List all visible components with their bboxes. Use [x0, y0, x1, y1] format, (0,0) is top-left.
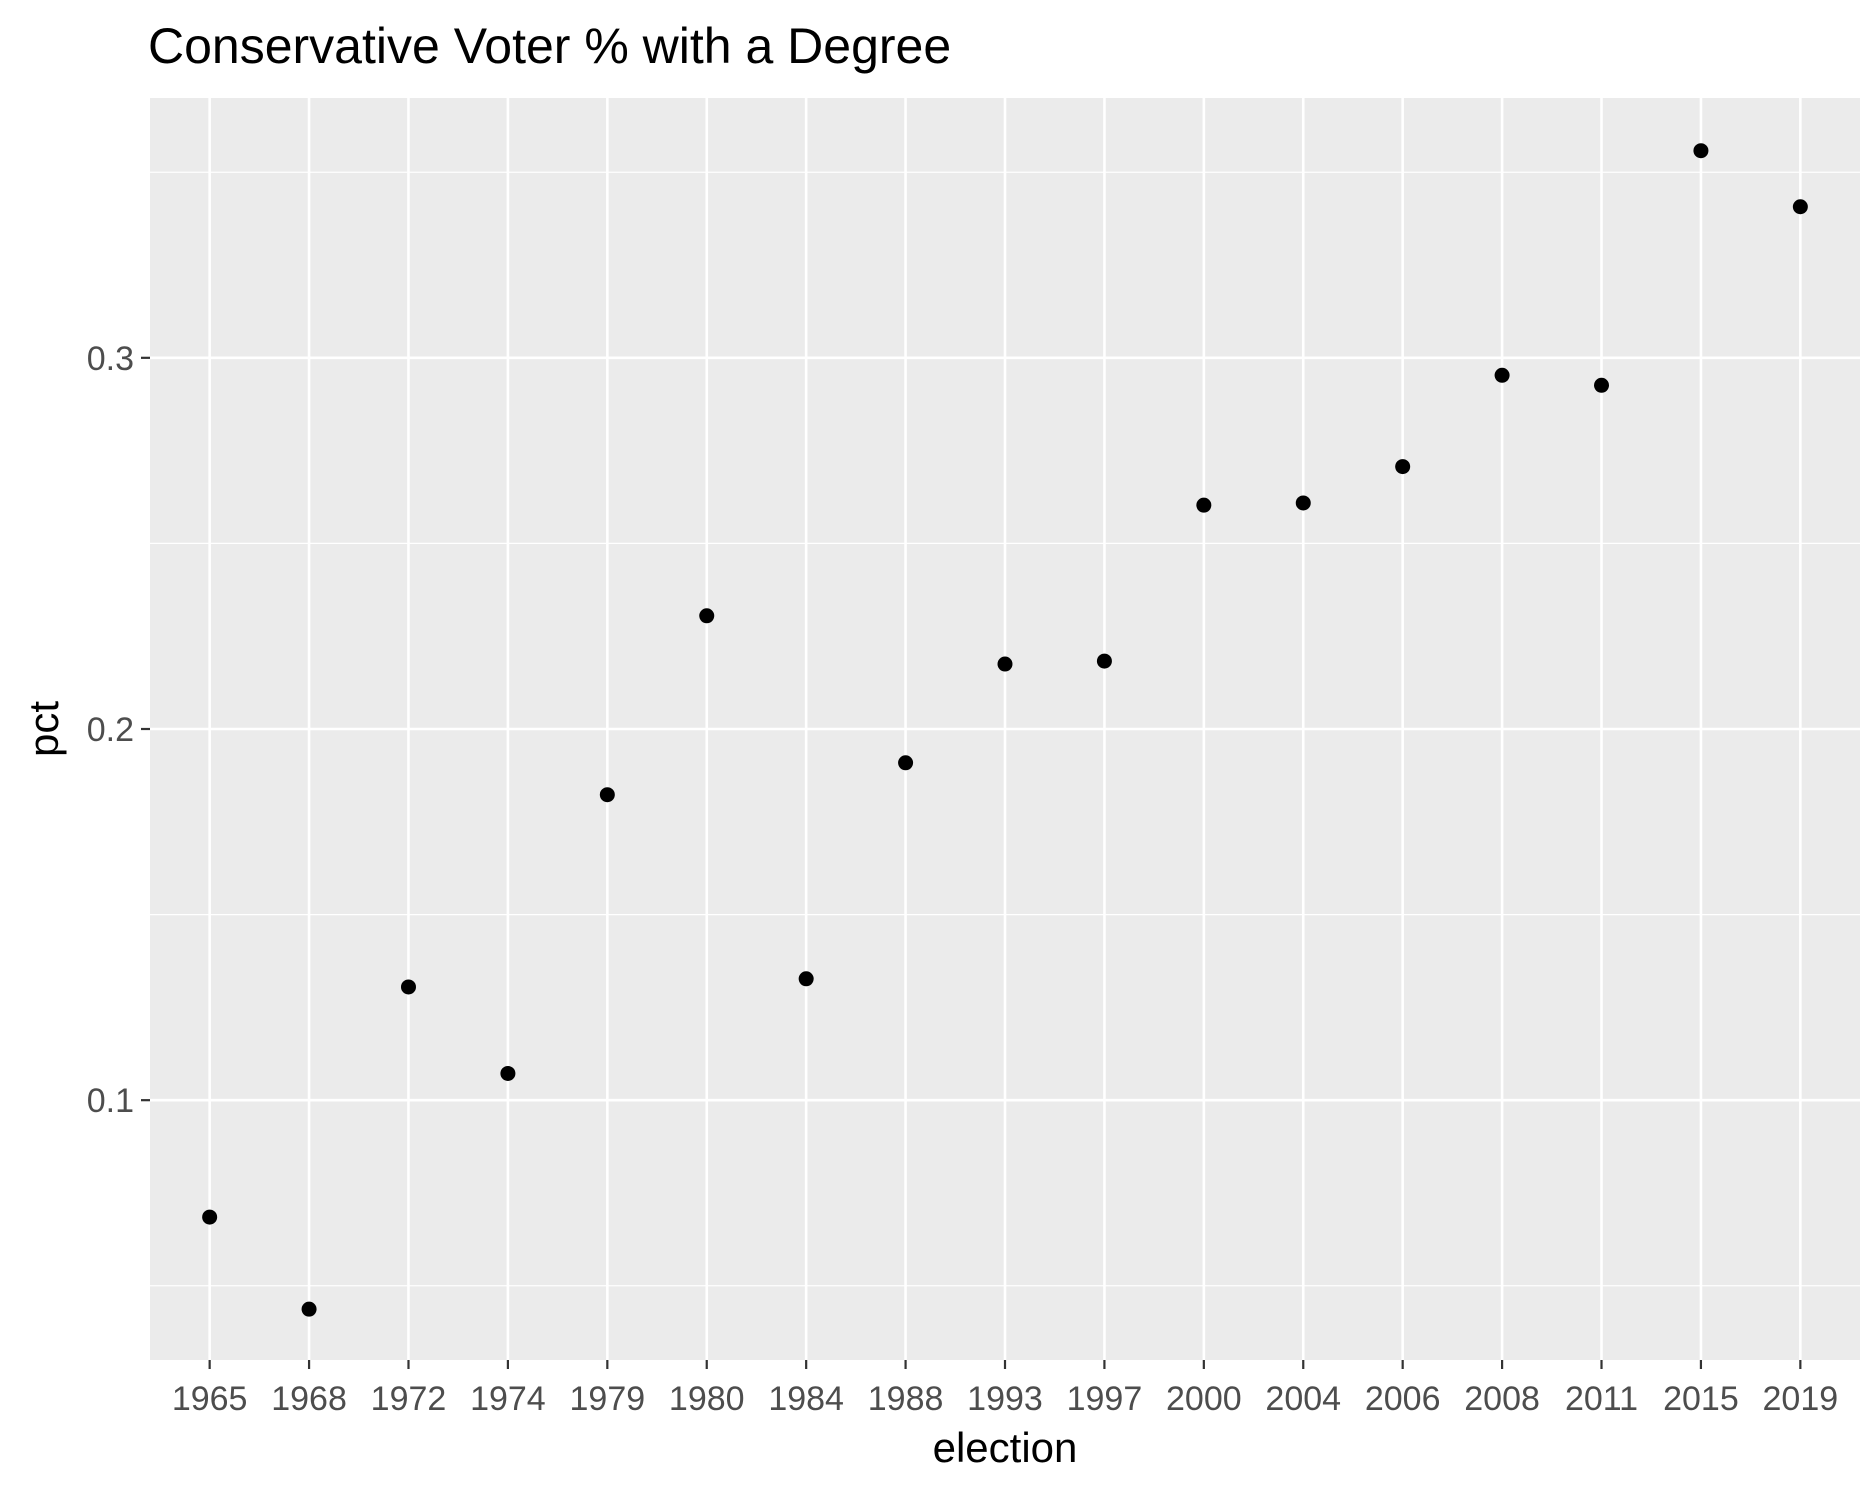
- x-tick-label: 1997: [1067, 1380, 1143, 1418]
- chart-title: Conservative Voter % with a Degree: [148, 18, 951, 74]
- x-axis: 1965 1968 1972 1974 1979 1980 1984 1988 1993 1997…: [172, 1360, 1838, 1418]
- data-point: [202, 1209, 218, 1225]
- x-tick-label: 2004: [1265, 1380, 1341, 1418]
- x-tick-label: 2006: [1365, 1380, 1441, 1418]
- data-point: [1096, 653, 1112, 669]
- x-tick-label: 1968: [271, 1380, 347, 1418]
- data-point: [400, 979, 416, 995]
- y-tick-label: 0.3: [87, 340, 134, 378]
- x-tick-label: 2015: [1663, 1380, 1739, 1418]
- x-tick-label: 2019: [1763, 1380, 1839, 1418]
- x-tick-label: 1979: [570, 1380, 646, 1418]
- x-tick-label: 2000: [1166, 1380, 1242, 1418]
- y-tick-label: 0.1: [87, 1082, 134, 1120]
- data-point: [1395, 459, 1411, 475]
- x-tick-label: 1965: [172, 1380, 248, 1418]
- data-point: [1594, 377, 1610, 393]
- data-point: [1295, 495, 1311, 511]
- data-point: [699, 608, 715, 624]
- y-tick-label: 0.2: [87, 711, 134, 749]
- y-axis-title: pct: [20, 701, 67, 757]
- x-tick-label: 1974: [470, 1380, 546, 1418]
- data-point: [500, 1065, 516, 1081]
- x-tick-label: 1972: [371, 1380, 447, 1418]
- x-tick-label: 1980: [669, 1380, 745, 1418]
- data-point: [1196, 497, 1212, 513]
- x-tick-label: 1984: [768, 1380, 844, 1418]
- data-point: [1693, 143, 1709, 159]
- x-tick-label: 2011: [1565, 1380, 1638, 1418]
- major-gridlines: [150, 98, 1860, 1360]
- data-point: [798, 971, 814, 987]
- data-point: [1792, 199, 1808, 215]
- data-point: [599, 787, 615, 803]
- data-point: [1494, 367, 1510, 383]
- data-point: [898, 755, 914, 771]
- x-tick-label: 1988: [868, 1380, 944, 1418]
- x-axis-title: election: [933, 1424, 1078, 1471]
- data-points: [202, 143, 1808, 1317]
- x-tick-label: 1993: [967, 1380, 1043, 1418]
- y-axis: 0.1 0.2 0.3: [87, 340, 150, 1120]
- x-tick-label: 2008: [1464, 1380, 1540, 1418]
- data-point: [301, 1301, 317, 1317]
- data-point: [997, 656, 1013, 672]
